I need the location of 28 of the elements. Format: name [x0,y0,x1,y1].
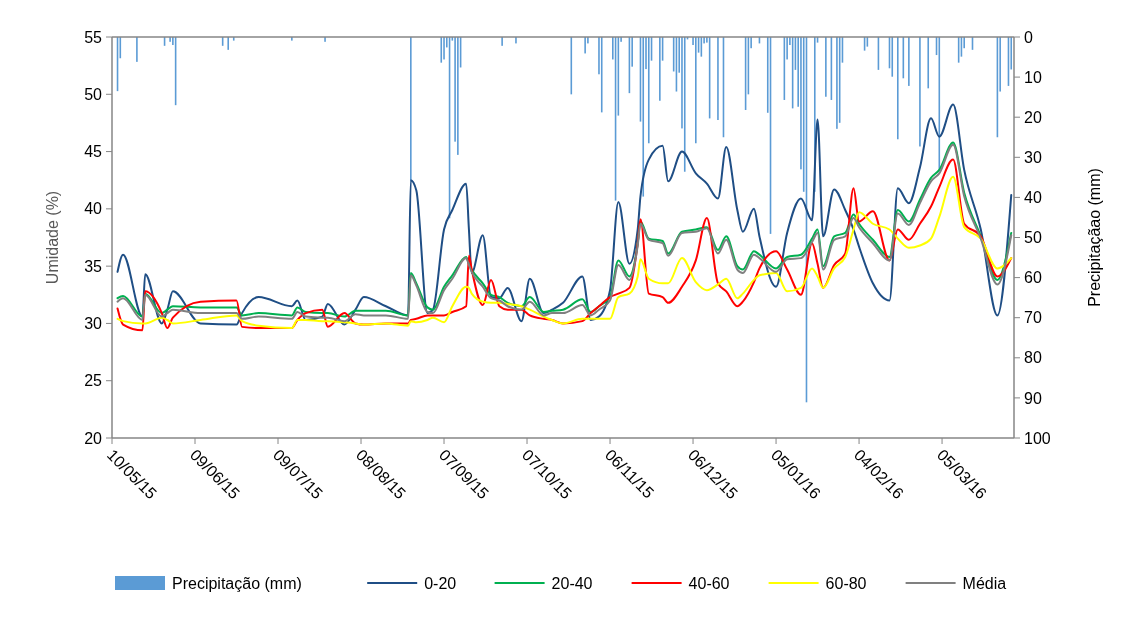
y2-tick-label: 100 [1024,429,1051,447]
y2-tick-label: 40 [1024,189,1042,206]
y-tick-label: 20 [84,429,103,447]
y-tick-label: 25 [84,372,103,390]
y2-tick-label: 50 [1024,229,1042,247]
line-series [116,103,1013,326]
y-tick-label: 35 [84,257,103,275]
y2-tick-label: 20 [1024,108,1042,126]
y2-tick-label: 80 [1024,349,1042,367]
y-tick-label: 50 [84,85,103,103]
y2-axis-title: Precipitaçãao (mm) [1086,168,1103,307]
y-tick-label: 40 [84,200,103,218]
y2-tick-label: 70 [1024,309,1042,327]
legend-label: Precipitação (mm) [172,574,302,592]
y-tick-label: 55 [84,28,103,46]
legend-label: 20-40 [551,574,593,592]
legend-label: 0-20 [424,574,457,592]
legend-label: 60-80 [825,574,867,592]
y2-tick-label: 90 [1024,389,1042,407]
y2-tick-label: 0 [1024,28,1033,46]
y2-tick-label: 60 [1024,269,1042,287]
legend-label: 40-60 [688,574,730,592]
y2-tick-label: 30 [1024,148,1042,166]
y2-tick-label: 10 [1024,68,1042,86]
y-axis-title: Umidade (%) [44,190,61,285]
y-tick-label: 45 [84,143,103,161]
legend-label: Média [962,574,1007,592]
y-tick-label: 30 [84,315,103,333]
